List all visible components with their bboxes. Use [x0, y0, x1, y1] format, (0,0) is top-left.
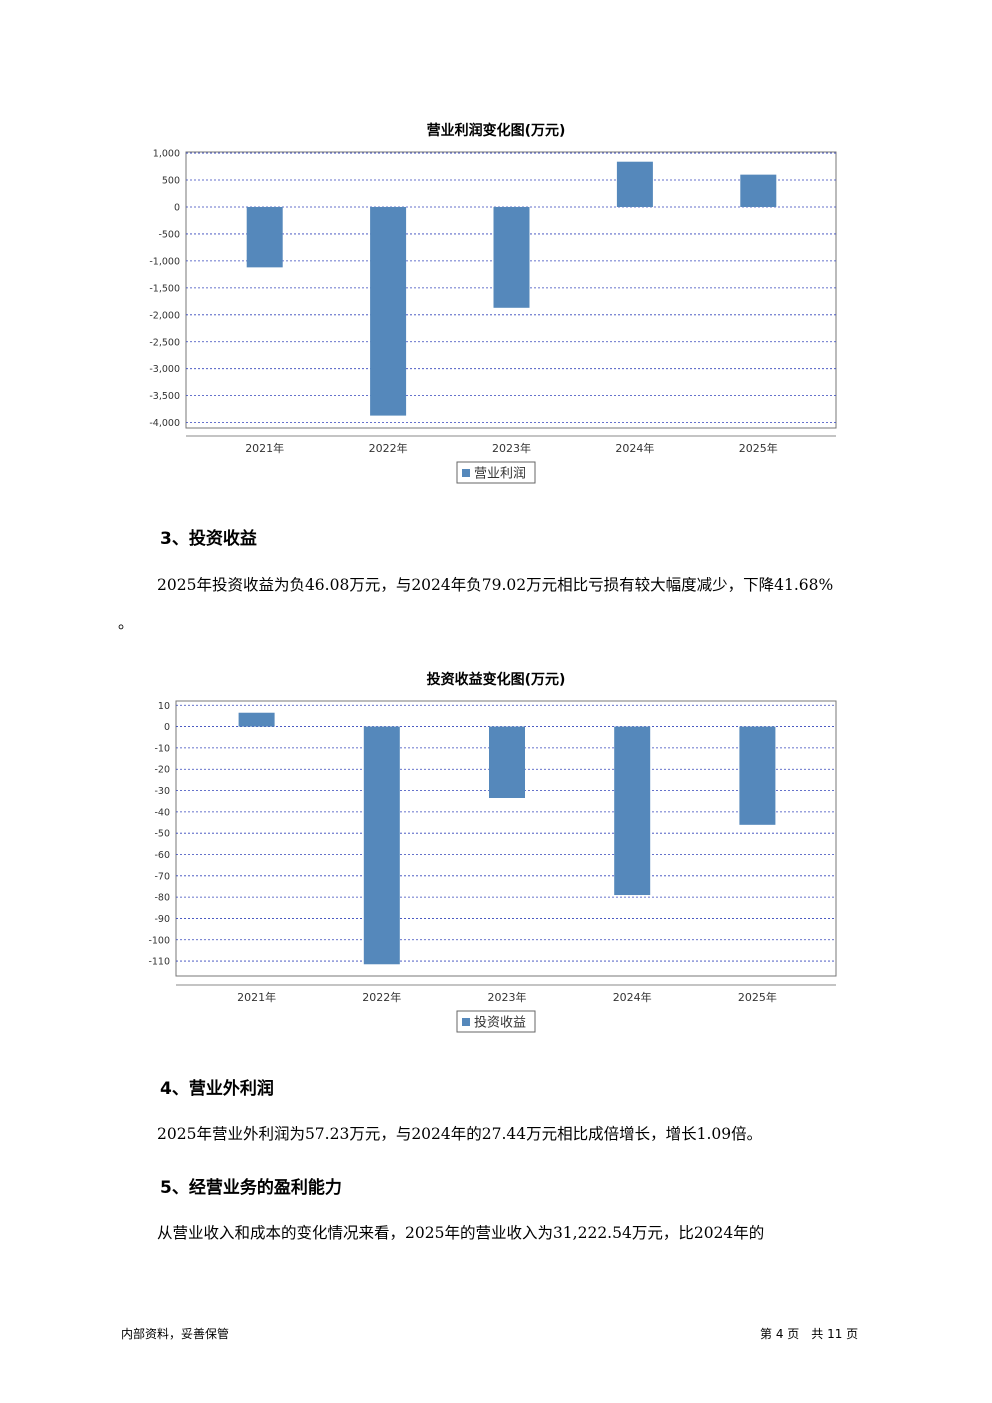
y-tick-label: -3,000 [149, 364, 180, 375]
plot-area [175, 700, 837, 977]
bar [363, 726, 400, 965]
y-tick-label: -2,000 [149, 310, 180, 321]
y-tick-label: 500 [162, 176, 180, 187]
bar [370, 206, 407, 416]
x-tick-label: 2023年 [492, 441, 531, 455]
bar [238, 712, 275, 727]
bar [739, 726, 776, 825]
bar [246, 206, 283, 268]
legend-swatch [462, 1018, 470, 1026]
x-tick-label: 2024年 [613, 990, 652, 1004]
legend-box [456, 1010, 536, 1033]
y-tick-label: -1,500 [149, 283, 180, 294]
y-tick-label: -40 [154, 807, 170, 818]
y-tick-label: 0 [174, 202, 180, 213]
x-tick-label: 2025年 [738, 990, 777, 1004]
section-heading-non-operating-profit: 4、营业外利润 [160, 1079, 274, 1099]
y-tick-label: -60 [154, 850, 170, 861]
legend: 营业利润 [456, 461, 536, 484]
legend-swatch [462, 469, 470, 477]
bar [489, 726, 525, 798]
bar [616, 161, 653, 207]
legend-label: 营业利润 [474, 467, 526, 482]
investment-income-chart: 10 0 -10 -20 -30 -40 -50 -60 -70 -80 -90 -100 -110 20… [148, 700, 837, 1033]
footer-confidential-note: 内部资料，妥善保管 [121, 1327, 230, 1341]
bar [493, 206, 530, 308]
y-tick-label: -110 [148, 957, 170, 968]
y-tick-label: -90 [154, 914, 170, 925]
x-tick-label: 2025年 [739, 441, 778, 455]
legend-box [456, 461, 536, 484]
x-tick-label: 2022年 [362, 990, 401, 1004]
bar [740, 174, 777, 207]
chart-title-investment-income: 投资收益变化图(万元) [426, 672, 566, 688]
investment-income-paragraph-end: 。 [118, 614, 134, 632]
y-tick-label: -4,000 [149, 418, 180, 429]
y-tick-label: -100 [148, 935, 170, 946]
legend: 投资收益 [456, 1010, 536, 1033]
y-tick-label: -50 [154, 829, 170, 840]
y-tick-label: -1,000 [149, 256, 180, 267]
operating-profit-chart: 1,000 500 0 -500 -1,000 -1,500 -2,000 -2,500 -3,… [149, 149, 837, 484]
y-tick-label: -3,500 [149, 391, 180, 402]
section-heading-profitability: 5、经营业务的盈利能力 [160, 1178, 342, 1198]
legend-label: 投资收益 [474, 1015, 526, 1031]
y-tick-label: 0 [164, 722, 170, 733]
footer-page-number: 第 4 页 共 11 页 [760, 1327, 859, 1341]
non-operating-profit-paragraph: 2025年营业外利润为57.23万元，与2024年的27.44万元相比成倍增长，… [157, 1125, 763, 1143]
bar [614, 726, 651, 896]
y-tick-label: -80 [154, 893, 170, 904]
x-tick-label: 2024年 [615, 441, 654, 455]
y-tick-label: -20 [154, 765, 170, 776]
y-tick-label: -30 [154, 786, 170, 797]
chart-title-operating-profit: 营业利润变化图(万元) [426, 123, 566, 139]
y-tick-label: -70 [154, 871, 170, 882]
y-tick-label: 10 [158, 701, 170, 712]
section-heading-investment-income: 3、投资收益 [160, 529, 257, 549]
y-tick-label: -10 [154, 743, 170, 754]
y-tick-label: -2,500 [149, 337, 180, 348]
y-tick-label: -500 [158, 229, 180, 240]
x-tick-label: 2022年 [369, 441, 408, 455]
x-tick-label: 2021年 [237, 990, 276, 1004]
y-tick-label: 1,000 [153, 149, 180, 160]
profitability-paragraph: 从营业收入和成本的变化情况来看，2025年的营业收入为31,222.54万元，比… [157, 1224, 765, 1242]
x-tick-label: 2023年 [488, 990, 527, 1004]
investment-income-paragraph: 2025年投资收益为负46.08万元，与2024年负79.02万元相比亏损有较大… [157, 576, 834, 594]
x-tick-label: 2021年 [245, 441, 284, 455]
